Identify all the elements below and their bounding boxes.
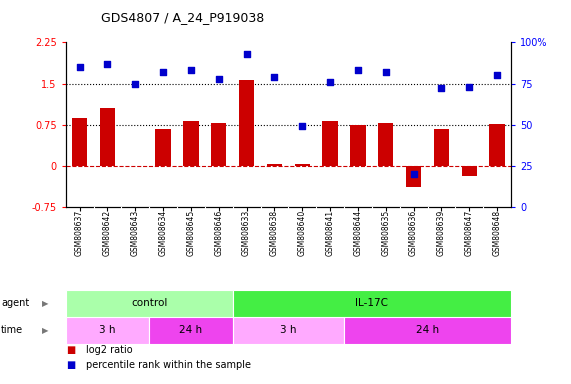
Text: GSM808642: GSM808642 bbox=[103, 210, 112, 256]
Text: GSM808641: GSM808641 bbox=[325, 210, 335, 256]
Text: GSM808640: GSM808640 bbox=[297, 210, 307, 256]
Text: GSM808646: GSM808646 bbox=[214, 210, 223, 256]
Bar bbox=[267, 164, 282, 166]
Point bbox=[493, 72, 502, 78]
Bar bbox=[233, 290, 511, 317]
Point bbox=[353, 67, 363, 73]
Bar bbox=[72, 118, 87, 166]
Point bbox=[242, 51, 251, 57]
Bar bbox=[155, 129, 171, 166]
Text: ▶: ▶ bbox=[42, 326, 48, 335]
Point bbox=[465, 84, 474, 90]
Text: GSM808636: GSM808636 bbox=[409, 210, 418, 256]
Point bbox=[186, 67, 195, 73]
Bar bbox=[344, 317, 511, 344]
Bar bbox=[66, 317, 149, 344]
Point bbox=[75, 64, 84, 70]
Bar bbox=[239, 79, 254, 166]
Point bbox=[270, 74, 279, 80]
Text: ▶: ▶ bbox=[42, 299, 48, 308]
Point bbox=[409, 171, 418, 177]
Point bbox=[159, 69, 168, 75]
Text: GSM808638: GSM808638 bbox=[270, 210, 279, 256]
Text: 24 h: 24 h bbox=[179, 325, 203, 335]
Bar bbox=[434, 129, 449, 166]
Bar bbox=[66, 290, 233, 317]
Point bbox=[325, 79, 335, 85]
Point bbox=[131, 81, 140, 87]
Point bbox=[214, 76, 223, 82]
Text: GSM808647: GSM808647 bbox=[465, 210, 474, 256]
Bar bbox=[323, 121, 338, 166]
Text: GSM808637: GSM808637 bbox=[75, 210, 84, 256]
Text: 3 h: 3 h bbox=[280, 325, 296, 335]
Bar bbox=[211, 123, 227, 166]
Bar bbox=[378, 123, 393, 166]
Text: GSM808645: GSM808645 bbox=[186, 210, 195, 256]
Point bbox=[381, 69, 391, 75]
Bar bbox=[295, 164, 310, 166]
Point bbox=[297, 123, 307, 129]
Text: log2 ratio: log2 ratio bbox=[86, 345, 132, 355]
Bar bbox=[100, 108, 115, 166]
Text: 24 h: 24 h bbox=[416, 325, 439, 335]
Point bbox=[103, 61, 112, 67]
Text: control: control bbox=[131, 298, 167, 308]
Text: GDS4807 / A_24_P919038: GDS4807 / A_24_P919038 bbox=[101, 12, 264, 25]
Text: GSM808633: GSM808633 bbox=[242, 210, 251, 256]
Bar bbox=[149, 317, 233, 344]
Text: GSM808635: GSM808635 bbox=[381, 210, 391, 256]
Text: percentile rank within the sample: percentile rank within the sample bbox=[86, 360, 251, 370]
Bar bbox=[461, 166, 477, 176]
Text: IL-17C: IL-17C bbox=[355, 298, 388, 308]
Text: GSM808644: GSM808644 bbox=[353, 210, 363, 256]
Text: GSM808648: GSM808648 bbox=[493, 210, 502, 256]
Text: agent: agent bbox=[1, 298, 29, 308]
Text: GSM808634: GSM808634 bbox=[159, 210, 168, 256]
Bar bbox=[233, 317, 344, 344]
Text: GSM808639: GSM808639 bbox=[437, 210, 446, 256]
Text: ■: ■ bbox=[66, 360, 75, 370]
Text: 3 h: 3 h bbox=[99, 325, 116, 335]
Point bbox=[437, 85, 446, 91]
Text: GSM808643: GSM808643 bbox=[131, 210, 140, 256]
Bar bbox=[350, 125, 365, 166]
Bar bbox=[183, 121, 199, 166]
Text: ■: ■ bbox=[66, 345, 75, 355]
Bar bbox=[489, 124, 505, 166]
Bar bbox=[406, 166, 421, 187]
Text: time: time bbox=[1, 325, 23, 335]
